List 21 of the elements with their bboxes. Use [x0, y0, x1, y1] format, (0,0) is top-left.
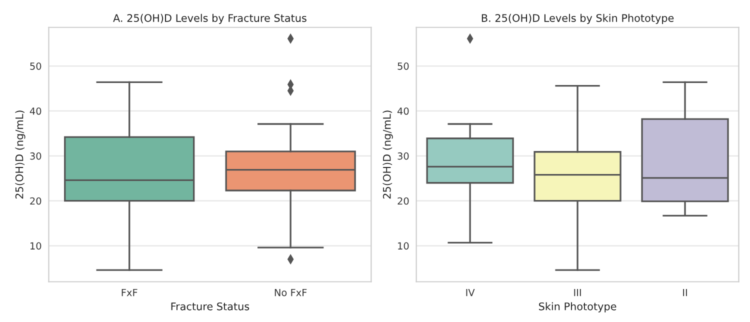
- x-tick-label: III: [574, 288, 581, 296]
- y-tick-label: 30: [398, 152, 409, 160]
- y-tick-label: 40: [397, 107, 409, 115]
- chart-title: A. 25(OH)D Levels by Fracture Status: [113, 14, 306, 24]
- y-tick-label: 30: [30, 152, 42, 160]
- y-axis-title: 25(OH)D (ng/mL): [382, 110, 393, 199]
- y-tick-label: 10: [30, 242, 42, 250]
- y-tick-label: 50: [398, 62, 409, 70]
- y-tick-label: 10: [398, 242, 409, 250]
- chart-title: B. 25(OH)D Levels by Skin Phototype: [482, 14, 674, 24]
- x-axis-title: Fracture Status: [171, 302, 250, 310]
- y-tick-label: 40: [30, 107, 42, 115]
- y-axis-title: 25(OH)D (ng/mL): [15, 110, 26, 199]
- x-tick-label: IV: [466, 288, 475, 296]
- x-axis-title: Skin Phototype: [539, 302, 616, 312]
- x-tick-label: II: [683, 288, 687, 296]
- x-tick-label: FxF: [122, 288, 138, 296]
- y-tick-label: 20: [398, 197, 409, 205]
- y-tick-label: 20: [30, 197, 42, 205]
- y-tick-label: 50: [30, 62, 42, 70]
- x-tick-label: No FxF: [274, 288, 307, 296]
